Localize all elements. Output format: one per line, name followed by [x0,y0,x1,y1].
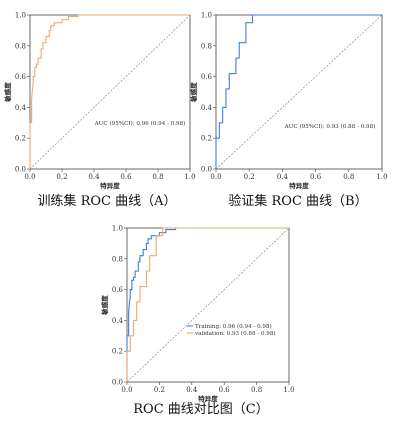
x-tick-label: 0.0 [210,173,221,181]
legend-label: Training: 0.96 (0.94 - 0.98) [195,323,272,330]
roc-panel-3: 0.00.0 0.2 0.2 0.4 0.4 0.6 0.6 0.8 0.8 1.0 1.0 特异度 敏… [100,225,295,418]
auc-annotation: AUC (95%CI): 0.93 (0.88 - 0.98) [284,123,376,130]
y-tick-label: 0.4 [15,104,27,112]
x-tick-label: 1.0 [283,386,294,394]
y-tick-label: 0.2 [112,348,123,356]
x-tick-label: 0.8 [251,386,262,394]
legend-label: validation: 0.93 (0.88 - 0.98) [194,330,276,337]
x-tick-label: 0.8 [343,173,354,181]
roc-curve-training [29,14,190,169]
y-tick-label: 0.8 [112,255,123,263]
roc-curve-validation [215,14,382,169]
reference-diagonal [215,14,383,170]
x-tick-label: 1.0 [376,173,387,181]
x-axis-label: 特异度 [198,394,218,403]
y-tick-label: 0.8 [15,42,26,50]
y-tick-label: 1.0 [15,12,26,20]
y-tick-label: 0.0 [112,379,123,387]
panel-caption: 训练集 ROC 曲线（A） [37,193,176,209]
y-tick-label: 0.0 [201,166,212,174]
y-tick-label: 0.2 [15,135,26,143]
reference-diagonal [126,227,290,383]
x-tick-label: 0.0 [24,173,35,181]
y-tick-label: 0.0 [15,166,26,174]
x-tick-label: 0.6 [310,173,322,181]
x-tick-label: 0.0 [121,386,132,394]
reference-diagonal [29,14,191,170]
y-tick-label: 0.6 [15,73,27,81]
x-tick-label: 0.6 [219,386,231,394]
panel-caption: ROC 曲线对比图（C） [133,402,268,417]
x-tick-label: 0.4 [277,173,289,181]
x-axis-label: 特异度 [100,181,120,190]
x-tick-label: 0.2 [56,173,67,181]
x-tick-label: 0.2 [154,386,165,394]
auc-annotation: AUC (95%CI): 0.96 (0.94 - 0.98) [94,120,186,127]
x-axis-label: 特异度 [289,181,309,190]
y-tick-label: 0.8 [201,42,212,50]
panel-caption: 验证集 ROC 曲线（B） [228,193,367,209]
roc-curve-validation [126,227,289,382]
y-tick-label: 0.4 [201,104,213,112]
y-axis-label: 敏感度 [100,295,109,316]
y-tick-label: 0.4 [112,317,124,325]
x-tick-label: 0.4 [88,173,100,181]
y-axis-label: 敏感度 [189,82,198,103]
y-axis-label: 敏感度 [3,82,12,103]
y-tick-label: 1.0 [112,225,123,233]
y-tick-label: 0.6 [201,73,213,81]
roc-panel-1: 0.00.0 0.2 0.2 0.4 0.4 0.6 0.6 0.8 0.8 1.0 1.0 特异度 敏… [3,12,196,210]
roc-panel-2: 0.00.0 0.2 0.2 0.4 0.4 0.6 0.6 0.8 0.8 1.0 1.0 特异度 敏… [189,12,388,210]
x-tick-label: 0.8 [152,173,163,181]
roc-curve-training [126,227,289,382]
y-tick-label: 0.2 [201,135,212,143]
x-tick-label: 0.4 [186,386,198,394]
y-tick-label: 0.6 [112,286,124,294]
x-tick-label: 1.0 [184,173,195,181]
x-tick-label: 0.6 [120,173,132,181]
y-tick-label: 1.0 [201,12,212,20]
x-tick-label: 0.2 [244,173,255,181]
